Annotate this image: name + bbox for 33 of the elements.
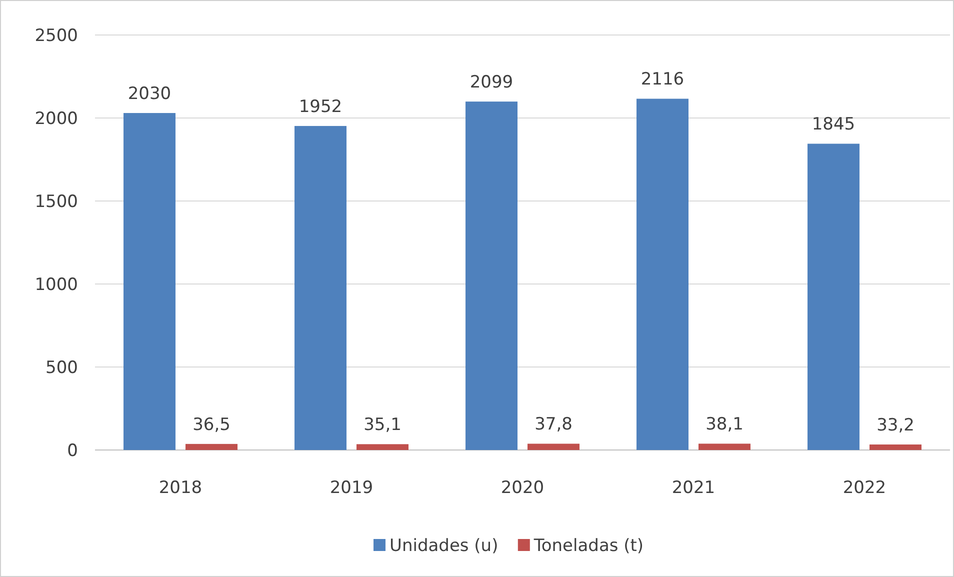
data-label: 1952 <box>298 96 342 117</box>
data-label: 2030 <box>128 84 172 104</box>
bar <box>466 102 518 450</box>
x-tick-label: 2020 <box>500 478 544 498</box>
x-tick-label: 2018 <box>158 478 202 498</box>
data-label: 33,2 <box>876 415 914 436</box>
x-tick-label: 2021 <box>672 478 716 498</box>
data-label: 36,5 <box>192 414 230 435</box>
data-label: 35,1 <box>364 415 402 436</box>
bar <box>870 444 922 450</box>
x-tick-label: 2022 <box>842 478 886 498</box>
legend-label: Unidades (u) <box>390 536 498 556</box>
y-tick-label: 2000 <box>34 109 78 129</box>
bar <box>636 98 688 450</box>
y-tick-label: 500 <box>46 358 78 378</box>
bar <box>186 444 238 450</box>
data-label: 2099 <box>470 72 514 93</box>
data-label: 38,1 <box>706 414 744 435</box>
data-label: 37,8 <box>534 414 572 435</box>
y-tick-label: 1000 <box>34 275 78 295</box>
bar <box>528 444 580 450</box>
bar <box>698 444 750 450</box>
data-label: 1845 <box>812 114 856 135</box>
y-tick-label: 2500 <box>34 26 78 46</box>
data-label: 2116 <box>640 70 684 90</box>
y-tick-label: 1500 <box>34 192 78 212</box>
bar <box>356 444 408 450</box>
legend-label: Toneladas (t) <box>532 536 644 556</box>
bar <box>294 126 346 450</box>
bar <box>808 144 860 450</box>
bar <box>124 113 176 450</box>
y-tick-label: 0 <box>67 441 78 461</box>
x-tick-label: 2019 <box>330 478 374 498</box>
